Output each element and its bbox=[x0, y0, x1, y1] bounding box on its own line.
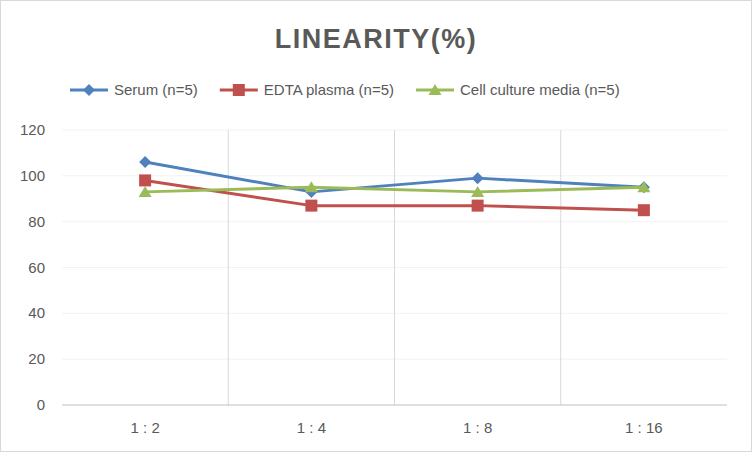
point-marker bbox=[637, 181, 650, 192]
x-axis bbox=[62, 405, 727, 406]
y-tick-label: 100 bbox=[20, 167, 45, 184]
point-marker bbox=[305, 200, 317, 212]
y-tick-label: 80 bbox=[28, 213, 45, 230]
category-divider bbox=[394, 130, 395, 405]
chart-border bbox=[1, 1, 752, 452]
y-tick-label: 120 bbox=[20, 121, 45, 138]
point-marker bbox=[471, 186, 484, 197]
point-marker bbox=[139, 156, 151, 168]
point-marker bbox=[305, 181, 318, 192]
plot-area bbox=[139, 156, 651, 216]
point-marker bbox=[139, 186, 152, 197]
point-marker bbox=[638, 204, 650, 216]
legend-label: Serum (n=5) bbox=[114, 81, 198, 98]
x-tick-label: 1 : 16 bbox=[625, 419, 663, 436]
y-tick-label: 20 bbox=[28, 350, 45, 367]
x-tick-label: 1 : 8 bbox=[463, 419, 492, 436]
point-marker bbox=[472, 200, 484, 212]
category-divider bbox=[228, 130, 229, 405]
point-marker bbox=[139, 174, 151, 186]
point-marker bbox=[472, 172, 484, 184]
y-tick-label: 0 bbox=[37, 396, 45, 413]
legend-label: EDTA plasma (n=5) bbox=[264, 81, 394, 98]
chart: LINEARITY(%) 0 20 40 60 80 100 120 1 : 2 1 : 4 1 :… bbox=[0, 0, 752, 452]
series-line bbox=[145, 187, 644, 192]
legend-marker bbox=[429, 84, 442, 95]
y-tick-label: 40 bbox=[28, 304, 45, 321]
title: LINEARITY(%) bbox=[275, 24, 478, 54]
legend-marker bbox=[233, 84, 245, 96]
y-tick-label: 60 bbox=[28, 259, 45, 276]
legend-marker bbox=[83, 84, 95, 96]
x-tick-label: 1 : 4 bbox=[297, 419, 326, 436]
x-tick-label: 1 : 2 bbox=[131, 419, 160, 436]
legend-label: Cell culture media (n=5) bbox=[460, 81, 620, 98]
category-divider bbox=[560, 130, 561, 405]
series-line bbox=[145, 162, 644, 192]
series-line bbox=[145, 180, 644, 210]
